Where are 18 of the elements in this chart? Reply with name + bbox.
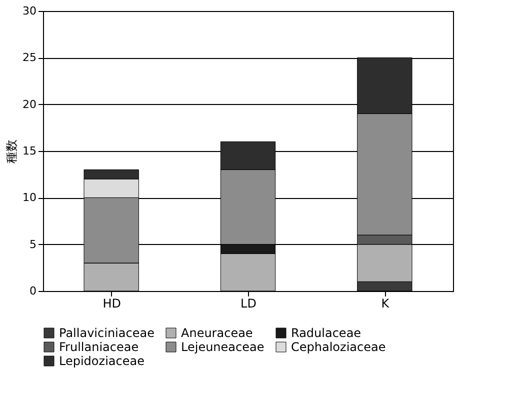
y-tick-label: 0	[30, 284, 36, 298]
legend-label: Lepidoziaceae	[59, 354, 144, 368]
y-tick-label: 20	[22, 98, 36, 111]
legend-label: Frullaniaceae	[59, 340, 139, 354]
x-tick-label: K	[381, 296, 390, 310]
x-tick-label: LD	[240, 296, 256, 310]
y-tick-label: 30	[22, 4, 36, 18]
x-tick-label: HD	[102, 296, 121, 310]
legend-label: Lejeuneaceae	[181, 340, 264, 354]
legend-label: Pallaviciniaceae	[59, 326, 154, 340]
y-tick-label: 25	[22, 51, 36, 64]
legend-label: Radulaceae	[291, 326, 362, 340]
y-tick-label: 5	[30, 238, 36, 251]
legend-label: Aneuraceae	[181, 326, 253, 340]
y-tick-label: 15	[22, 144, 36, 158]
y-axis-title: 種数	[4, 140, 19, 164]
y-tick-label: 10	[22, 191, 36, 204]
legend-label: Cephaloziaceae	[291, 340, 386, 354]
